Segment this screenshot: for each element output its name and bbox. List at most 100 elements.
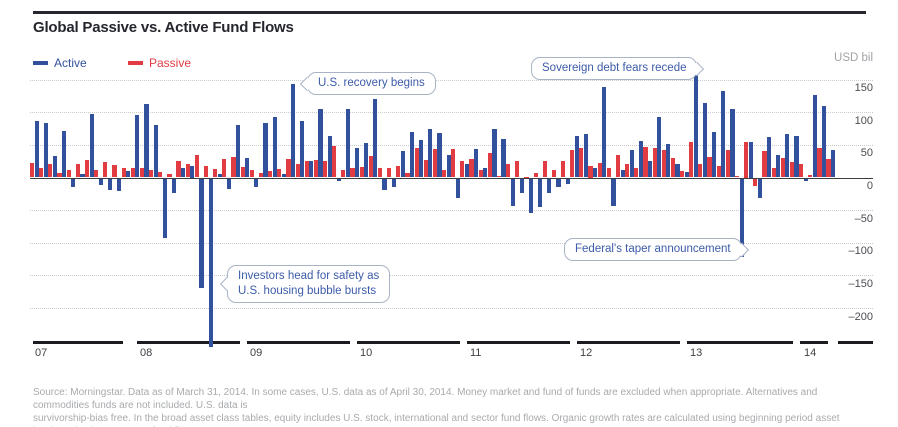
x-axis-year-label: 13 [690,347,703,359]
gridline [30,275,873,277]
legend-active-label: Active [54,56,87,70]
bar-passive [268,170,273,178]
bar-passive [94,169,99,178]
gridline [30,308,873,310]
bar-passive [753,177,758,186]
callout-tail-icon [734,242,749,257]
bar-active [794,135,799,178]
bar-passive [332,145,337,178]
bar-passive [322,160,328,178]
bar-passive [551,170,557,178]
x-axis-year-label: 11 [470,347,482,359]
bar-active [245,157,250,178]
bar-active [400,151,405,178]
callout-tail-icon [299,76,315,91]
bar-active [831,150,836,178]
bar-passive [725,150,730,178]
bar-active [776,154,781,178]
bar-active [391,177,396,188]
bar-passive [286,159,291,178]
bar-passive [808,174,813,178]
annotation-taper: Federal's taper announcement [564,238,749,261]
bar-passive [817,148,822,178]
bar-passive [368,155,373,178]
bar-active [446,155,451,178]
bar-passive [560,161,566,178]
bar-passive [524,176,529,178]
y-axis-tick-label: 100 [854,114,873,127]
gridline [30,79,873,81]
y-axis-tick-label: –200 [848,310,873,323]
bar-active [821,105,827,178]
bar-passive [222,159,227,178]
bar-passive [359,167,364,178]
bar-active [757,177,763,198]
bar-passive [716,166,721,178]
x-axis-segment [357,341,460,344]
bar-passive [451,149,456,178]
bar-active [89,113,94,178]
bar-passive [588,165,593,178]
bar-passive [350,167,355,178]
x-axis-year-label: 09 [250,347,263,359]
bar-passive [496,175,502,178]
y-axis-tick-label: 0 [866,180,873,192]
bar-active [492,129,497,178]
bar-active [474,148,479,178]
gridline [30,242,873,244]
bar-active [272,116,277,178]
bar-active [126,170,131,178]
bar-passive [277,169,282,178]
bar-active [181,167,186,178]
bar-passive [533,172,538,178]
bar-active [290,84,296,178]
annotation-sovereign-debt: Sovereign debt fears recede [531,57,705,80]
x-axis-year-label: 08 [140,347,153,359]
bar-active [785,134,790,178]
bar-active [355,148,360,178]
bar-passive [762,151,767,178]
bar-passive [826,159,831,178]
y-axis-tick-label: –50 [854,212,873,225]
bar-active [336,177,341,181]
gridline [30,210,873,212]
source-line-1: Source: Morningstar. Data as of March 31… [33,387,818,411]
bar-passive [606,167,611,178]
bar-passive [57,172,62,178]
callout-tail-icon [690,61,705,76]
bar-active [300,121,305,178]
x-axis-segment [137,341,240,344]
bar-passive [423,159,428,178]
bar-active [556,177,561,188]
bar-passive [478,169,483,178]
bar-active [538,177,543,207]
bar-active [52,155,58,178]
bar-active [80,173,85,178]
bar-active [263,123,268,178]
bar-active [62,131,67,178]
bar-passive [149,170,154,178]
bar-active [519,177,524,193]
bar-active [702,103,708,178]
bar-active [528,177,534,213]
zero-axis-line [30,177,873,179]
bar-passive [377,167,383,178]
bar-active [190,165,195,178]
bar-active [345,108,351,178]
bar-active [739,177,744,258]
annotation-text: U.S. recovery begins [318,77,425,89]
bar-active [327,136,332,178]
bar-passive [707,157,712,178]
bar-active [803,177,808,182]
x-axis-segment [838,341,873,344]
bar-active [71,177,76,187]
bar-active [684,172,689,178]
bar-passive [542,161,547,178]
bar-active [98,177,103,186]
bar-active [364,142,369,178]
bar-passive [615,154,621,178]
legend-item-active: Active [33,56,87,70]
passive-series-swatch [128,61,143,65]
bar-active [226,177,232,190]
